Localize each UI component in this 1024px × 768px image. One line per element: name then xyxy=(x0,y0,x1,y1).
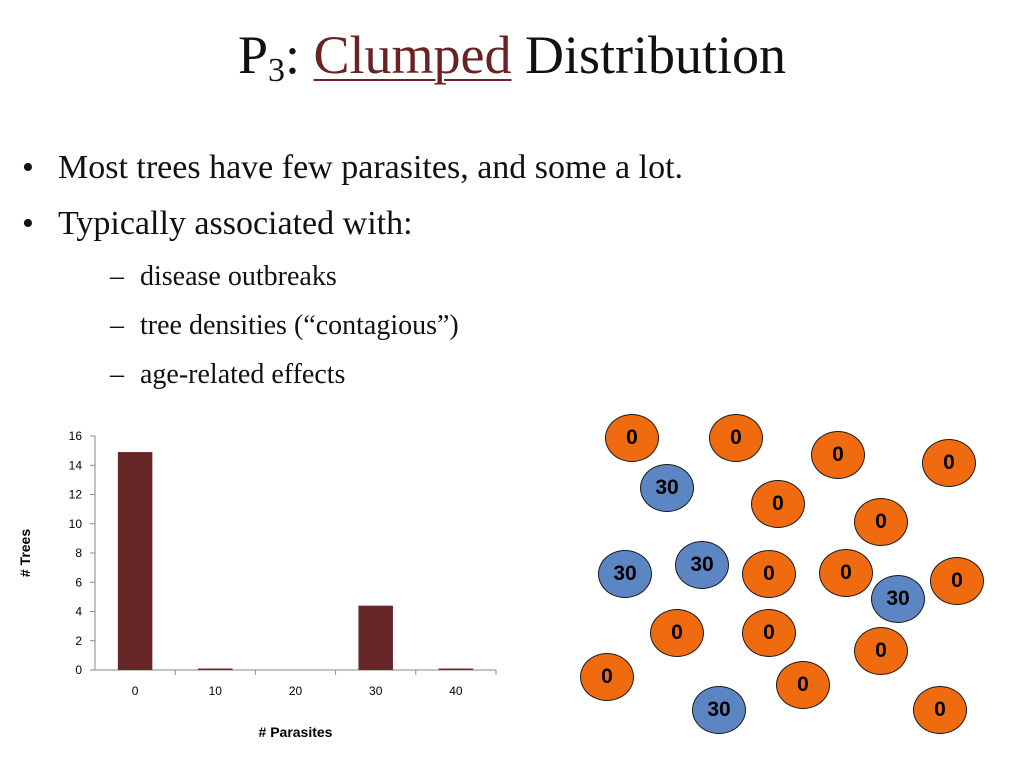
tree-circle-clean: 0 xyxy=(605,414,659,462)
x-tick-label: 0 xyxy=(132,684,139,698)
x-axis-label: # Parasites xyxy=(259,724,333,740)
title-rest: Distribution xyxy=(511,25,787,85)
tree-map: 0 0 0 0 30 0 0 30 30 0 0 0 30 0 0 0 0 0 30 0 xyxy=(560,400,1024,760)
bullet-dot: • xyxy=(22,149,34,186)
y-tick-label: 14 xyxy=(69,458,83,472)
slide-title: P3: Clumped Distribution xyxy=(0,25,1024,87)
tree-circle-clean: 0 xyxy=(922,439,976,487)
tree-circle-clean: 0 xyxy=(751,480,805,528)
tree-circle-infested: 30 xyxy=(675,541,729,589)
histogram-bar xyxy=(358,605,393,670)
tree-circle-clean: 0 xyxy=(854,498,908,546)
histogram-bar xyxy=(117,452,153,670)
bullet-dot: • xyxy=(22,205,34,242)
y-axis-label: # Trees xyxy=(17,529,33,577)
x-tick-label: 30 xyxy=(369,684,383,698)
sub-bullet-list: – disease outbreaks – tree densities (“con… xyxy=(58,252,683,399)
tree-circle-clean: 0 xyxy=(650,609,704,657)
bullet-text: Typically associated with: xyxy=(58,205,413,242)
title-colon: : xyxy=(285,25,314,85)
y-tick-label: 8 xyxy=(75,546,82,560)
x-tick-label: 40 xyxy=(449,684,463,698)
title-subscript: 3 xyxy=(268,52,285,89)
tree-circle-clean: 0 xyxy=(709,414,763,462)
tree-circle-clean: 0 xyxy=(819,549,873,597)
x-tick-label: 10 xyxy=(209,684,223,698)
tree-circle-clean: 0 xyxy=(930,557,984,605)
title-prefix: P xyxy=(237,25,268,85)
y-tick-label: 0 xyxy=(75,663,82,677)
y-tick-label: 4 xyxy=(75,605,82,619)
sub-bullet-dash: – xyxy=(110,359,124,390)
histogram-bar xyxy=(198,668,233,670)
bullet-list: • Most trees have few parasites, and som… xyxy=(20,140,683,399)
bullet-text: Most trees have few parasites, and some … xyxy=(58,149,684,186)
y-tick-label: 12 xyxy=(69,488,83,502)
tree-circle-infested: 30 xyxy=(692,686,746,734)
tree-circle-clean: 0 xyxy=(854,627,908,675)
tree-circle-clean: 0 xyxy=(811,431,865,479)
sub-bullet-item: – tree densities (“contagious”) xyxy=(58,301,683,350)
title-accent-word: Clumped xyxy=(313,25,512,85)
parasite-histogram: 0 2 4 6 8 10 12 14 16 0 10 20 30 40 # Parasites # Trees xyxy=(17,429,497,740)
sub-bullet-item: – disease outbreaks xyxy=(58,252,683,301)
sub-bullet-text: age-related effects xyxy=(140,359,346,390)
sub-bullet-text: tree densities (“contagious”) xyxy=(140,310,459,341)
y-tick-label: 16 xyxy=(69,429,83,443)
y-tick-label: 6 xyxy=(75,575,82,589)
tree-circle-clean: 0 xyxy=(913,686,967,734)
bullet-item: • Typically associated with: – disease ou… xyxy=(20,196,683,399)
bullet-item: • Most trees have few parasites, and som… xyxy=(20,140,683,196)
x-tick-label: 20 xyxy=(289,684,303,698)
tree-circle-clean: 0 xyxy=(742,609,796,657)
tree-circle-infested: 30 xyxy=(640,464,694,512)
tree-circle-infested: 30 xyxy=(871,575,925,623)
sub-bullet-dash: – xyxy=(110,310,124,341)
tree-circle-infested: 30 xyxy=(598,550,652,598)
tree-circle-clean: 0 xyxy=(776,661,830,709)
sub-bullet-text: disease outbreaks xyxy=(140,261,337,292)
tree-circle-clean: 0 xyxy=(580,653,634,701)
tree-circle-clean: 0 xyxy=(742,550,796,598)
y-tick-label: 10 xyxy=(69,517,83,531)
histogram-bar xyxy=(438,668,474,670)
y-tick-label: 2 xyxy=(75,634,82,648)
sub-bullet-item: – age-related effects xyxy=(58,350,683,399)
sub-bullet-dash: – xyxy=(110,261,124,292)
